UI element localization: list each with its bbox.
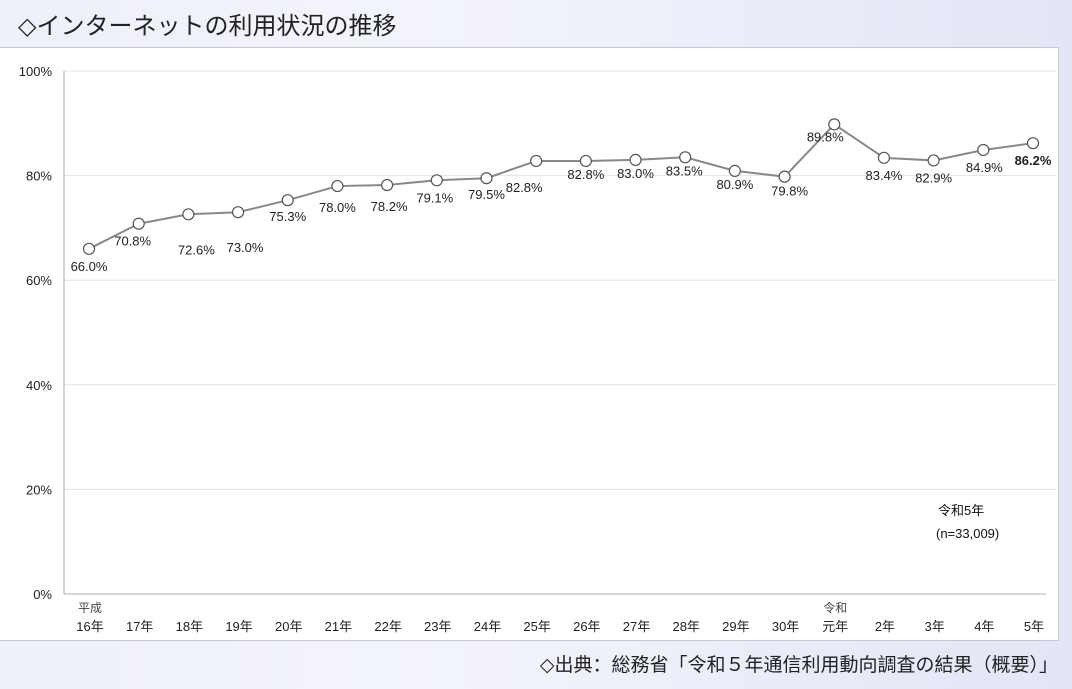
data-point-marker	[579, 154, 592, 168]
data-label: 79.5%	[468, 187, 505, 202]
x-tick-label: 16年	[76, 619, 103, 634]
data-label: 75.3%	[269, 209, 306, 224]
data-point-marker	[1026, 137, 1040, 150]
y-tick-label: 0%	[33, 587, 52, 602]
y-tick-label: 60%	[26, 273, 52, 288]
y-axis: 0% 20% 40% 60% 80% 100%	[19, 64, 65, 602]
data-label: 83.0%	[617, 166, 654, 181]
y-tick-label: 100%	[19, 64, 53, 79]
data-point-marker	[182, 208, 195, 221]
data-point-marker	[430, 174, 443, 187]
data-point-marker	[132, 217, 145, 230]
data-point-marker	[927, 154, 940, 167]
data-point-marker	[877, 151, 891, 164]
x-tick-label: 28年	[672, 619, 699, 634]
source-citation: ◇出典：総務省「令和５年通信利用動向調査の結果（概要）」	[539, 654, 1058, 676]
x-tick-label: 21年	[325, 619, 352, 634]
data-label: 79.8%	[771, 184, 808, 199]
data-point-marker	[381, 178, 394, 192]
x-tick-era-label: 平成	[78, 601, 102, 615]
y-tick-label: 40%	[26, 378, 52, 393]
series-line	[88, 123, 1034, 250]
data-point-marker	[82, 242, 96, 255]
data-labels: 66.0% 70.8% 72.6% 73.0% 75.3% 78.0% 78.2% 79.1%…	[71, 129, 1052, 273]
data-label: 73.0%	[227, 240, 264, 255]
x-tick-label: 29年	[722, 619, 749, 634]
x-tick-label: 元年	[822, 619, 848, 634]
data-label: 84.9%	[966, 160, 1003, 175]
data-label: 82.8%	[506, 180, 543, 195]
x-tick-label: 24年	[474, 619, 501, 634]
data-label: 82.8%	[567, 167, 604, 182]
x-axis: 平成 16年 17年 18年 19年 20年 21年 22年 23年 24年 25年 26年 27年 28…	[64, 593, 1046, 634]
x-tick-label: 23年	[424, 619, 451, 634]
x-tick-label: 5年	[1024, 619, 1044, 634]
x-tick-label: 19年	[225, 619, 252, 634]
annotation-year: 令和5年	[938, 503, 984, 518]
data-label: 70.8%	[114, 234, 151, 249]
data-point-marker	[480, 172, 493, 185]
page-title: ◇インターネットの利用状況の推移	[18, 12, 397, 40]
x-tick-label: 2年	[875, 619, 895, 634]
data-label: 83.5%	[666, 163, 703, 178]
data-point-marker	[977, 143, 990, 157]
data-label: 80.9%	[716, 177, 753, 192]
chart-panel: 0% 20% 40% 60% 80% 100% 平成 16年 17年 18年 19年 20年 21年 2…	[0, 47, 1059, 641]
data-label: 89.8%	[807, 129, 844, 144]
data-label: 66.0%	[71, 259, 108, 274]
data-label: 79.1%	[416, 190, 453, 205]
data-label: 86.2%	[1015, 153, 1052, 168]
data-label: 78.2%	[371, 199, 408, 214]
data-label: 78.0%	[319, 200, 356, 215]
x-tick-label: 4年	[974, 619, 994, 634]
data-label: 72.6%	[178, 242, 215, 257]
data-point-marker	[231, 206, 245, 219]
data-point-marker	[629, 153, 642, 167]
x-tick-label: 30年	[772, 619, 799, 634]
data-point-marker	[331, 179, 344, 193]
annotation-sample-size: (n=33,009)	[936, 526, 999, 541]
y-tick-label: 20%	[26, 482, 52, 497]
data-label: 82.9%	[915, 170, 952, 185]
data-label: 83.4%	[866, 168, 903, 183]
x-tick-era-label: 令和	[823, 600, 847, 615]
data-point-marker	[281, 194, 294, 207]
x-tick-label: 27年	[623, 619, 650, 634]
x-tick-label: 22年	[374, 619, 401, 634]
data-point-marker	[828, 118, 841, 131]
x-tick-label: 26年	[573, 619, 600, 634]
x-tick-label: 3年	[925, 619, 945, 634]
data-series	[82, 118, 1040, 255]
x-tick-label: 17年	[126, 619, 153, 634]
y-tick-label: 80%	[26, 169, 52, 184]
x-tick-label: 25年	[523, 619, 550, 634]
data-point-marker	[728, 164, 741, 177]
data-point-marker	[778, 170, 791, 183]
x-tick-label: 18年	[176, 619, 203, 634]
gridlines	[64, 70, 1056, 490]
line-chart: 0% 20% 40% 60% 80% 100% 平成 16年 17年 18年 19年 20年 21年 2…	[19, 64, 1056, 634]
data-point-marker	[679, 151, 692, 164]
x-tick-label: 20年	[275, 619, 302, 634]
data-point-marker	[530, 154, 543, 168]
